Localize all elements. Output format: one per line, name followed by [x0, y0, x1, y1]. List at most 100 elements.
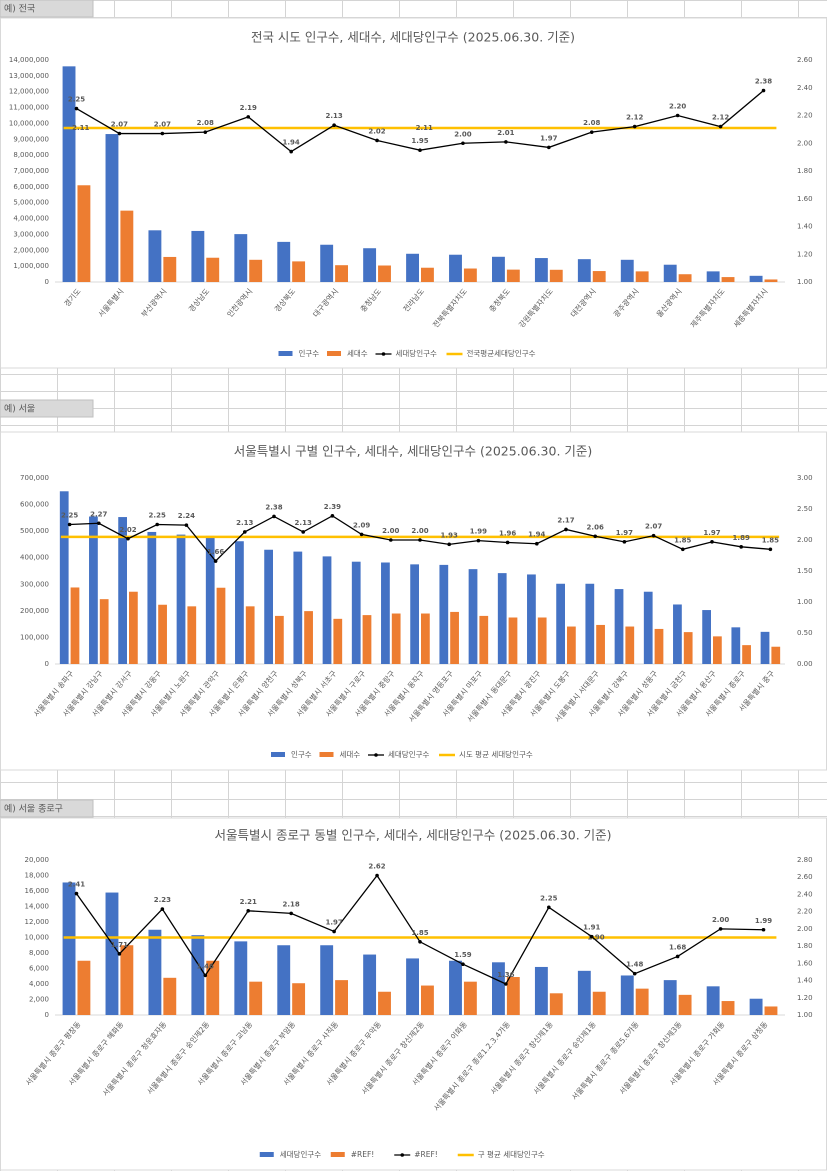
- tick-label: 100,000: [20, 633, 49, 641]
- data-label: 2.00: [411, 527, 428, 535]
- bar: [320, 244, 334, 282]
- bar: [731, 627, 741, 664]
- bar: [643, 591, 653, 664]
- tick-label: 4,000: [29, 980, 49, 988]
- bar: [534, 258, 548, 282]
- bar: [406, 253, 419, 282]
- bar: [249, 981, 263, 1015]
- data-label: 2.08: [197, 119, 214, 127]
- data-label: 1.97: [703, 529, 720, 537]
- bar: [663, 980, 677, 1015]
- bar: [449, 960, 462, 1015]
- tick-label: 1.20: [797, 994, 813, 1002]
- bar: [363, 954, 377, 1015]
- bar: [506, 977, 520, 1015]
- line-marker: [332, 123, 336, 128]
- bar: [264, 549, 273, 664]
- tick-label: 5,000,000: [13, 199, 49, 207]
- line-marker: [246, 115, 251, 119]
- tick-label: 1.20: [797, 250, 813, 258]
- bar: [163, 977, 177, 1015]
- legend-label: 세대당인구수: [388, 749, 429, 759]
- data-label: 2.17: [557, 516, 574, 524]
- bar: [567, 626, 576, 664]
- line-marker: [589, 130, 594, 134]
- bar: [654, 628, 664, 664]
- bar: [749, 275, 763, 282]
- tick-label: 0: [45, 660, 49, 668]
- line-marker: [289, 149, 293, 154]
- tick-label: 8,000,000: [13, 151, 49, 159]
- average-label: 2.11: [72, 124, 89, 132]
- tick-label: 11,000,000: [9, 104, 49, 112]
- tick-label: 1,000,000: [13, 262, 49, 270]
- tick-label: 9,000,000: [13, 135, 49, 143]
- tick-label: 14,000,000: [9, 56, 49, 64]
- bar: [497, 573, 507, 664]
- line-marker: [476, 538, 481, 543]
- line-marker: [768, 547, 773, 552]
- bar: [771, 646, 781, 664]
- data-label: 1.85: [762, 536, 779, 544]
- bar: [191, 935, 205, 1015]
- data-label: 2.24: [178, 512, 195, 520]
- legend-label: 구 평균 세대당인구수: [478, 1149, 545, 1159]
- line-marker: [504, 982, 508, 986]
- data-label: 1.93: [441, 531, 458, 539]
- tick-label: 400,000: [20, 554, 49, 562]
- tick-label: 0.00: [797, 660, 813, 668]
- sheet-label-cell: [0, 0, 94, 18]
- line-marker: [593, 534, 597, 539]
- bar: [176, 534, 186, 664]
- average-label: 2.11: [416, 124, 433, 132]
- bar: [118, 517, 127, 664]
- legend-label: 인구수: [291, 749, 312, 759]
- data-label: 2.62: [368, 863, 385, 871]
- line-marker: [564, 527, 568, 532]
- tick-label: 2.20: [797, 112, 813, 120]
- tick-label: 1.40: [797, 223, 813, 231]
- bar: [506, 269, 520, 282]
- bar: [760, 631, 770, 664]
- bar: [205, 535, 215, 664]
- tick-label: 300,000: [20, 580, 49, 588]
- bar: [706, 271, 720, 282]
- bar: [120, 945, 134, 1015]
- data-label: 2.07: [645, 523, 662, 531]
- bar: [592, 991, 606, 1015]
- tick-label: 1.00: [797, 598, 813, 606]
- line-marker: [547, 905, 551, 910]
- data-label: 2.13: [295, 519, 312, 527]
- bar: [721, 277, 735, 282]
- line-marker: [67, 522, 72, 527]
- data-label: 2.00: [454, 130, 471, 138]
- tick-label: 700,000: [20, 474, 49, 482]
- line-marker: [681, 547, 685, 552]
- bar: [249, 259, 263, 282]
- bar: [391, 613, 401, 664]
- tick-label: 6,000: [29, 965, 49, 973]
- bar: [439, 564, 449, 664]
- tick-label: 8,000: [29, 949, 49, 957]
- bar: [206, 257, 220, 282]
- tick-label: 1.50: [797, 567, 813, 575]
- tick-label: 2.00: [797, 139, 813, 147]
- bar: [549, 993, 563, 1015]
- tick-label: 2.00: [797, 536, 813, 544]
- data-label: 2.38: [755, 78, 772, 86]
- data-label: 2.25: [61, 512, 78, 520]
- tick-label: 200,000: [20, 607, 49, 615]
- bar: [148, 929, 162, 1015]
- legend-label: #REF!: [414, 1150, 438, 1159]
- tick-label: 10,000,000: [9, 119, 49, 127]
- line-marker: [243, 530, 247, 534]
- tick-label: 2,000: [29, 996, 49, 1004]
- sheet-label-cell: [0, 799, 94, 818]
- tick-label: 2,000,000: [13, 246, 49, 254]
- tick-label: 0: [45, 1011, 49, 1019]
- line-marker: [547, 145, 551, 150]
- bar: [764, 279, 778, 282]
- line-marker: [272, 514, 276, 519]
- legend-marker: [374, 753, 378, 757]
- bar: [381, 562, 390, 664]
